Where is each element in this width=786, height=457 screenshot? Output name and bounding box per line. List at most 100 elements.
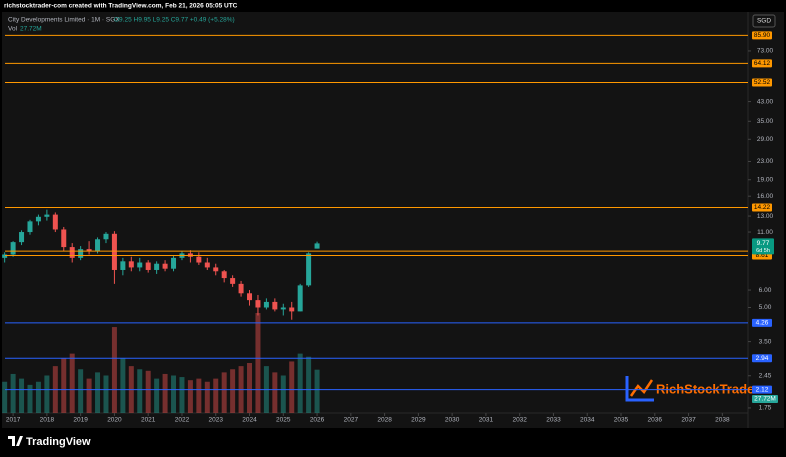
watermark: RichStockTrader [656,381,759,396]
level-tag-label: 2.94 [756,355,769,362]
level-tag-label: 52.52 [754,79,771,86]
volume-bar [86,378,92,413]
x-tick-label: 2027 [344,417,359,424]
volume-bar [137,369,143,413]
y-tick-label: 35.00 [757,118,774,125]
volume-bar [196,378,202,413]
level-tag [752,203,772,212]
x-tick-label: 2038 [715,417,730,424]
volume-bar [247,363,253,413]
candle-body [221,271,227,279]
x-tick-label: 2018 [40,417,55,424]
footer-logo-icon [8,436,23,446]
candle-body [272,301,278,310]
candle-body [52,214,58,230]
x-tick-label: 2026 [310,417,325,424]
candle-body [314,243,320,249]
level-tag [752,59,772,68]
candle-body [78,249,84,258]
x-tick-label: 2017 [6,417,21,424]
candle-body [263,301,269,308]
watermark-icon [625,376,654,402]
volume-bar [111,327,117,413]
candle-body [137,262,143,268]
candle-body [128,261,134,268]
level-tag-label: 4.26 [756,320,769,327]
x-tick-label: 2030 [445,417,460,424]
level-tag-label: 14.22 [754,204,771,211]
y-tick-label: 2.45 [759,372,772,379]
x-tick-label: 2021 [141,417,156,424]
x-tick-label: 2036 [648,417,663,424]
candle-body [238,283,244,294]
volume-bar [19,378,25,413]
y-tick-label: 19.00 [757,176,774,183]
y-tick-label: 3.50 [759,338,772,345]
candle-body [86,249,92,252]
volume-bar [95,372,101,413]
level-tag [752,385,772,394]
candle-body [69,247,75,258]
candle-body [103,233,109,240]
volume-bar [255,313,261,413]
volume-bar [27,384,33,413]
candle-body [280,307,286,310]
x-tick-label: 2031 [479,417,494,424]
volume-bar [187,380,193,413]
volume-bar [314,369,320,413]
volume-bar [145,370,151,413]
currency[interactable]: SGD [757,18,771,25]
volume-bar [289,361,295,413]
x-tick-label: 2037 [681,417,696,424]
level-tag [752,318,772,327]
candle-body [111,233,117,270]
volume-bar [272,372,278,413]
volume-legend-label: Vol [8,26,18,33]
y-tick-label: 13.00 [757,213,774,220]
volume-bar [162,373,168,413]
candle-body [289,307,295,312]
level-tag-label: 85.90 [754,32,771,39]
y-tick-label: 23.00 [757,158,774,165]
x-tick-label: 2020 [107,417,122,424]
candle-body [95,239,101,252]
x-tick-label: 2024 [242,417,257,424]
x-tick-label: 2025 [276,417,291,424]
x-tick-label: 2035 [614,417,629,424]
last-price-tag [752,238,774,255]
y-tick-label: 5.00 [759,304,772,311]
y-tick-label: 11.00 [757,229,773,236]
volume-bar [78,369,84,413]
candle-body [230,278,236,284]
y-tick-label: 16.00 [757,193,774,200]
volume-bar [120,358,126,413]
volume-bar [297,353,303,413]
volume-bar [171,375,177,413]
level-tag [752,78,772,87]
candle-body [145,262,151,270]
y-tick-label: 43.00 [757,98,774,105]
candle-body [10,242,16,255]
currency-box[interactable] [752,14,776,28]
level-tag-label: 2.12 [756,386,769,393]
volume-bar [103,375,109,413]
x-tick-label: 2019 [73,417,88,424]
candle-body [204,262,210,268]
symbol: City Developments Limited · 1M · SGX [8,17,120,24]
candle-body [171,257,177,269]
attribution: richstocktrader-com created with Trading… [4,3,238,10]
y-tick-label: 29.00 [757,136,774,143]
volume-bar [204,381,210,413]
volume-bar [230,369,236,413]
last-price-label: 9.77 [757,240,770,247]
x-tick-label: 2033 [546,417,561,424]
volume-bar [10,373,16,413]
volume-bar [44,375,50,413]
ohlc-legend: O9.25 H9.95 L9.25 C9.77 +0.49 (+5.28%) [114,17,235,24]
x-tick-label: 2029 [411,417,426,424]
candle-body [19,232,25,243]
candle-body [35,216,41,222]
volume-tag-label: 27.72M [754,396,776,403]
candle-body [196,256,202,263]
volume-bar [154,378,160,413]
